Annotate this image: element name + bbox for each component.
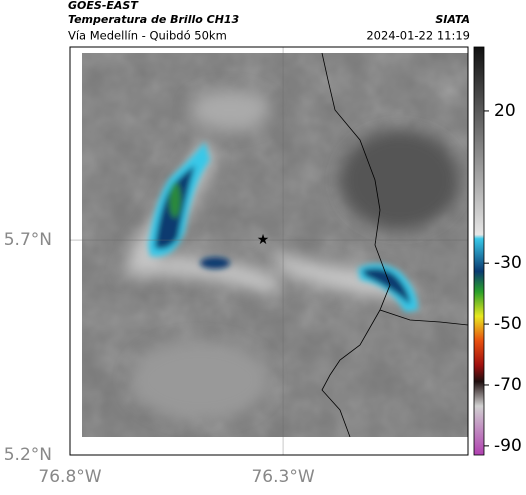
- colorbar-tick-label: -30: [494, 253, 522, 273]
- subtitle: Vía Medellín - Quibdó 50km: [68, 29, 227, 43]
- map-frame: [69, 46, 469, 456]
- source: SIATA: [435, 13, 470, 26]
- colorbar-tick-label: -90: [494, 436, 522, 456]
- x-tick-label: 76.3°W: [251, 467, 314, 487]
- y-tick-label: 5.7°N: [4, 230, 52, 250]
- x-tick-label: 76.8°W: [38, 467, 101, 487]
- datetime: 2024-01-22 11:19: [366, 29, 470, 43]
- y-tick-label: 5.2°N: [4, 445, 52, 465]
- product: GOES-EAST: [68, 0, 139, 12]
- colorbar: [473, 46, 485, 456]
- location-marker: ★: [257, 232, 270, 248]
- colorbar-tick-label: -50: [494, 314, 522, 334]
- colorbar-tick-label: -70: [494, 375, 522, 395]
- satellite-image: [82, 53, 468, 437]
- colorbar-tick-label: 20: [494, 101, 516, 121]
- title: Temperatura de Brillo CH13: [68, 13, 240, 26]
